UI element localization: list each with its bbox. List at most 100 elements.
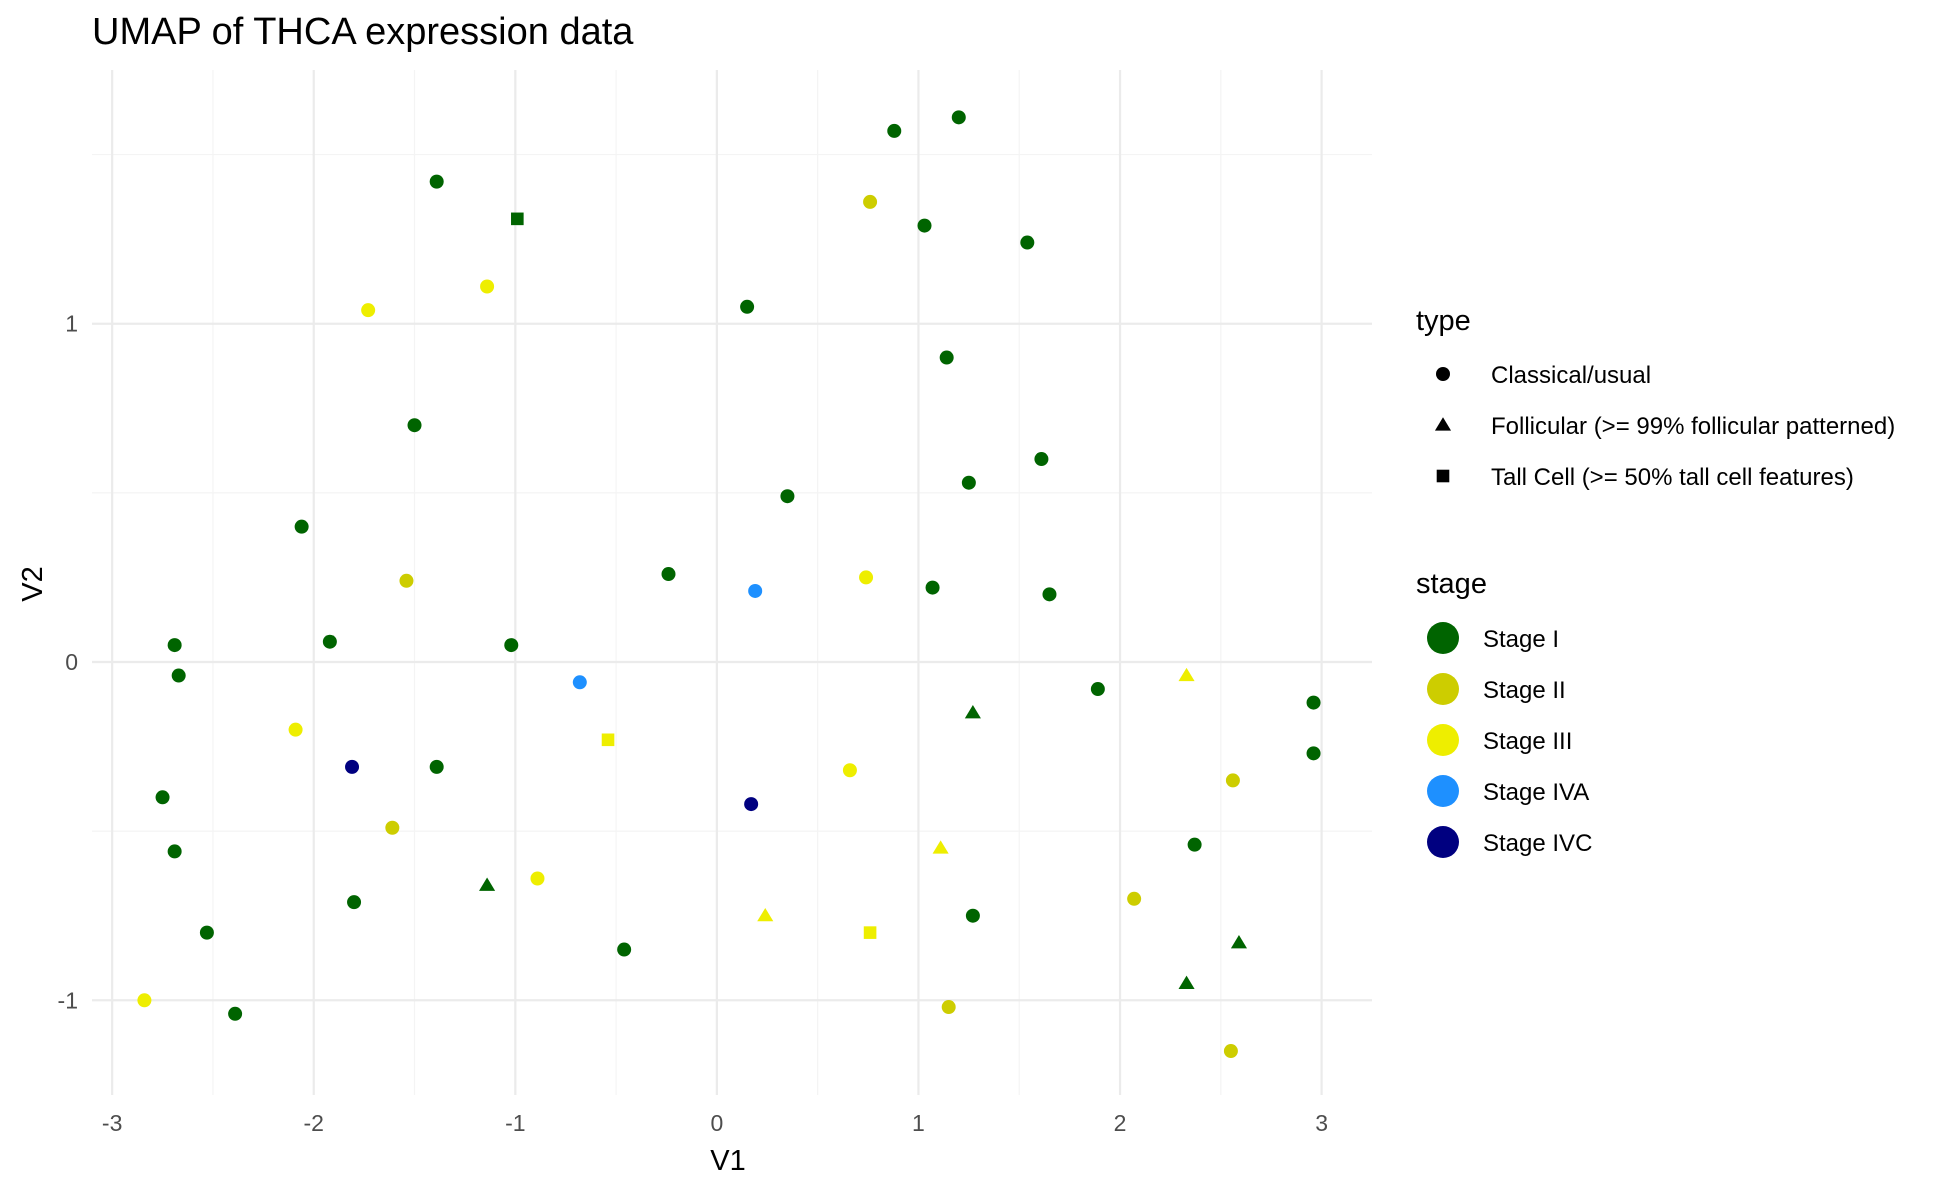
x-tick-label: 2 <box>1114 1110 1127 1136</box>
data-point-circle <box>361 303 376 318</box>
legend-stage-entry: Stage I <box>1427 622 1559 654</box>
legend-stage-label: Stage III <box>1483 728 1572 755</box>
data-point-circle <box>572 675 587 690</box>
data-point-circle <box>171 668 186 683</box>
data-point-circle <box>1225 773 1240 788</box>
legend-stage-label: Stage I <box>1483 626 1559 653</box>
data-point-triangle <box>964 705 981 719</box>
x-tick-label: -1 <box>505 1110 525 1136</box>
data-point-circle <box>1090 682 1105 697</box>
legend-stage-entry: Stage II <box>1427 673 1566 705</box>
data-point-triangle <box>1230 935 1248 949</box>
data-point-circle <box>294 519 309 534</box>
data-point-circle <box>429 174 444 189</box>
legend-key-circle <box>1427 673 1459 705</box>
data-point-circle <box>288 722 303 737</box>
data-point-circle <box>345 759 360 774</box>
legend-key-circle <box>1427 622 1459 654</box>
data-point-circle <box>961 475 976 490</box>
data-point-circle <box>887 123 902 138</box>
legend-type-label: Follicular (>= 99% follicular patterned) <box>1491 413 1895 440</box>
data-point-circle <box>842 763 857 778</box>
data-points <box>137 110 1321 1059</box>
data-point-circle <box>399 573 414 588</box>
data-point-circle <box>167 638 182 653</box>
data-point-circle <box>429 759 444 774</box>
legend-type-title: type <box>1416 305 1471 337</box>
x-tick-label: -3 <box>102 1110 122 1136</box>
legend-key-triangle <box>1434 417 1452 431</box>
legend-stage-entries: Stage I Stage II Stage III Stage IVA Stage I… <box>1427 622 1592 858</box>
data-point-circle <box>661 567 676 582</box>
legend-stage-label: Stage IVA <box>1483 779 1589 806</box>
axis-ticks: -3 -2 -1 0 1 2 3 -1 0 1 <box>58 311 1328 1136</box>
data-point-circle <box>1042 587 1057 602</box>
data-point-triangle <box>1178 975 1195 989</box>
y-tick-label: -1 <box>58 987 78 1013</box>
legend-type-entry: Tall Cell (>= 50% tall cell features) <box>1436 464 1854 491</box>
legend-stage-entry: Stage IVC <box>1427 826 1592 858</box>
data-point-circle <box>951 110 966 125</box>
legend-key-circle <box>1436 367 1450 381</box>
y-tick-label: 1 <box>65 311 78 337</box>
data-point-triangle <box>479 877 496 891</box>
y-axis-title: V2 <box>17 566 49 601</box>
legend-type-entry: Classical/usual <box>1436 362 1651 389</box>
data-point-circle <box>407 418 422 433</box>
data-point-circle <box>917 218 932 233</box>
data-point-circle <box>941 1000 956 1015</box>
data-point-circle <box>504 638 519 653</box>
data-point-circle <box>859 570 874 585</box>
data-point-square <box>863 926 877 939</box>
data-point-circle <box>740 299 755 314</box>
data-point-circle <box>1020 235 1035 250</box>
data-point-circle <box>347 895 362 910</box>
data-point-square <box>511 212 524 226</box>
x-tick-label: 3 <box>1315 1110 1328 1136</box>
data-point-circle <box>780 489 795 504</box>
legend-key-circle <box>1427 775 1459 807</box>
y-tick-label: 0 <box>65 649 78 675</box>
data-point-circle <box>1034 452 1049 467</box>
data-point-circle <box>480 279 495 294</box>
data-point-circle <box>925 580 940 595</box>
chart-title: UMAP of THCA expression data <box>92 11 634 53</box>
data-point-circle <box>228 1006 243 1021</box>
data-point-circle <box>965 908 980 923</box>
data-point-circle <box>1223 1044 1238 1059</box>
data-point-square <box>601 733 615 747</box>
x-tick-label: 0 <box>710 1110 723 1136</box>
x-axis-title: V1 <box>710 1145 745 1177</box>
data-point-circle <box>322 634 337 649</box>
data-point-circle <box>199 925 214 940</box>
legend-type: type Classical/usual Follicular (>= 99% f… <box>1416 305 1895 491</box>
legend-key-circle <box>1427 724 1459 756</box>
data-point-circle <box>137 993 152 1008</box>
legend-stage-label: Stage IVC <box>1483 830 1592 857</box>
data-point-circle <box>1306 695 1321 710</box>
x-tick-label: -2 <box>304 1110 324 1136</box>
legend-stage-label: Stage II <box>1483 677 1566 704</box>
legend-type-label: Classical/usual <box>1491 362 1651 389</box>
data-point-triangle <box>1178 667 1195 682</box>
x-tick-label: 1 <box>912 1110 925 1136</box>
legend-type-entries: Classical/usual Follicular (>= 99% follic… <box>1434 362 1895 491</box>
data-point-circle <box>617 942 632 957</box>
data-point-circle <box>748 583 763 598</box>
data-point-circle <box>167 844 182 859</box>
legend-stage-title: stage <box>1416 568 1487 600</box>
data-point-circle <box>1306 746 1321 761</box>
data-point-triangle <box>932 840 949 854</box>
legend-key-square <box>1436 469 1450 483</box>
data-point-circle <box>155 790 170 805</box>
legend-stage-entry: Stage III <box>1427 724 1572 756</box>
data-point-circle <box>1127 891 1142 906</box>
data-point-circle <box>744 797 759 812</box>
data-point-circle <box>385 820 400 835</box>
data-point-circle <box>530 871 545 886</box>
legend-key-circle <box>1427 826 1459 858</box>
